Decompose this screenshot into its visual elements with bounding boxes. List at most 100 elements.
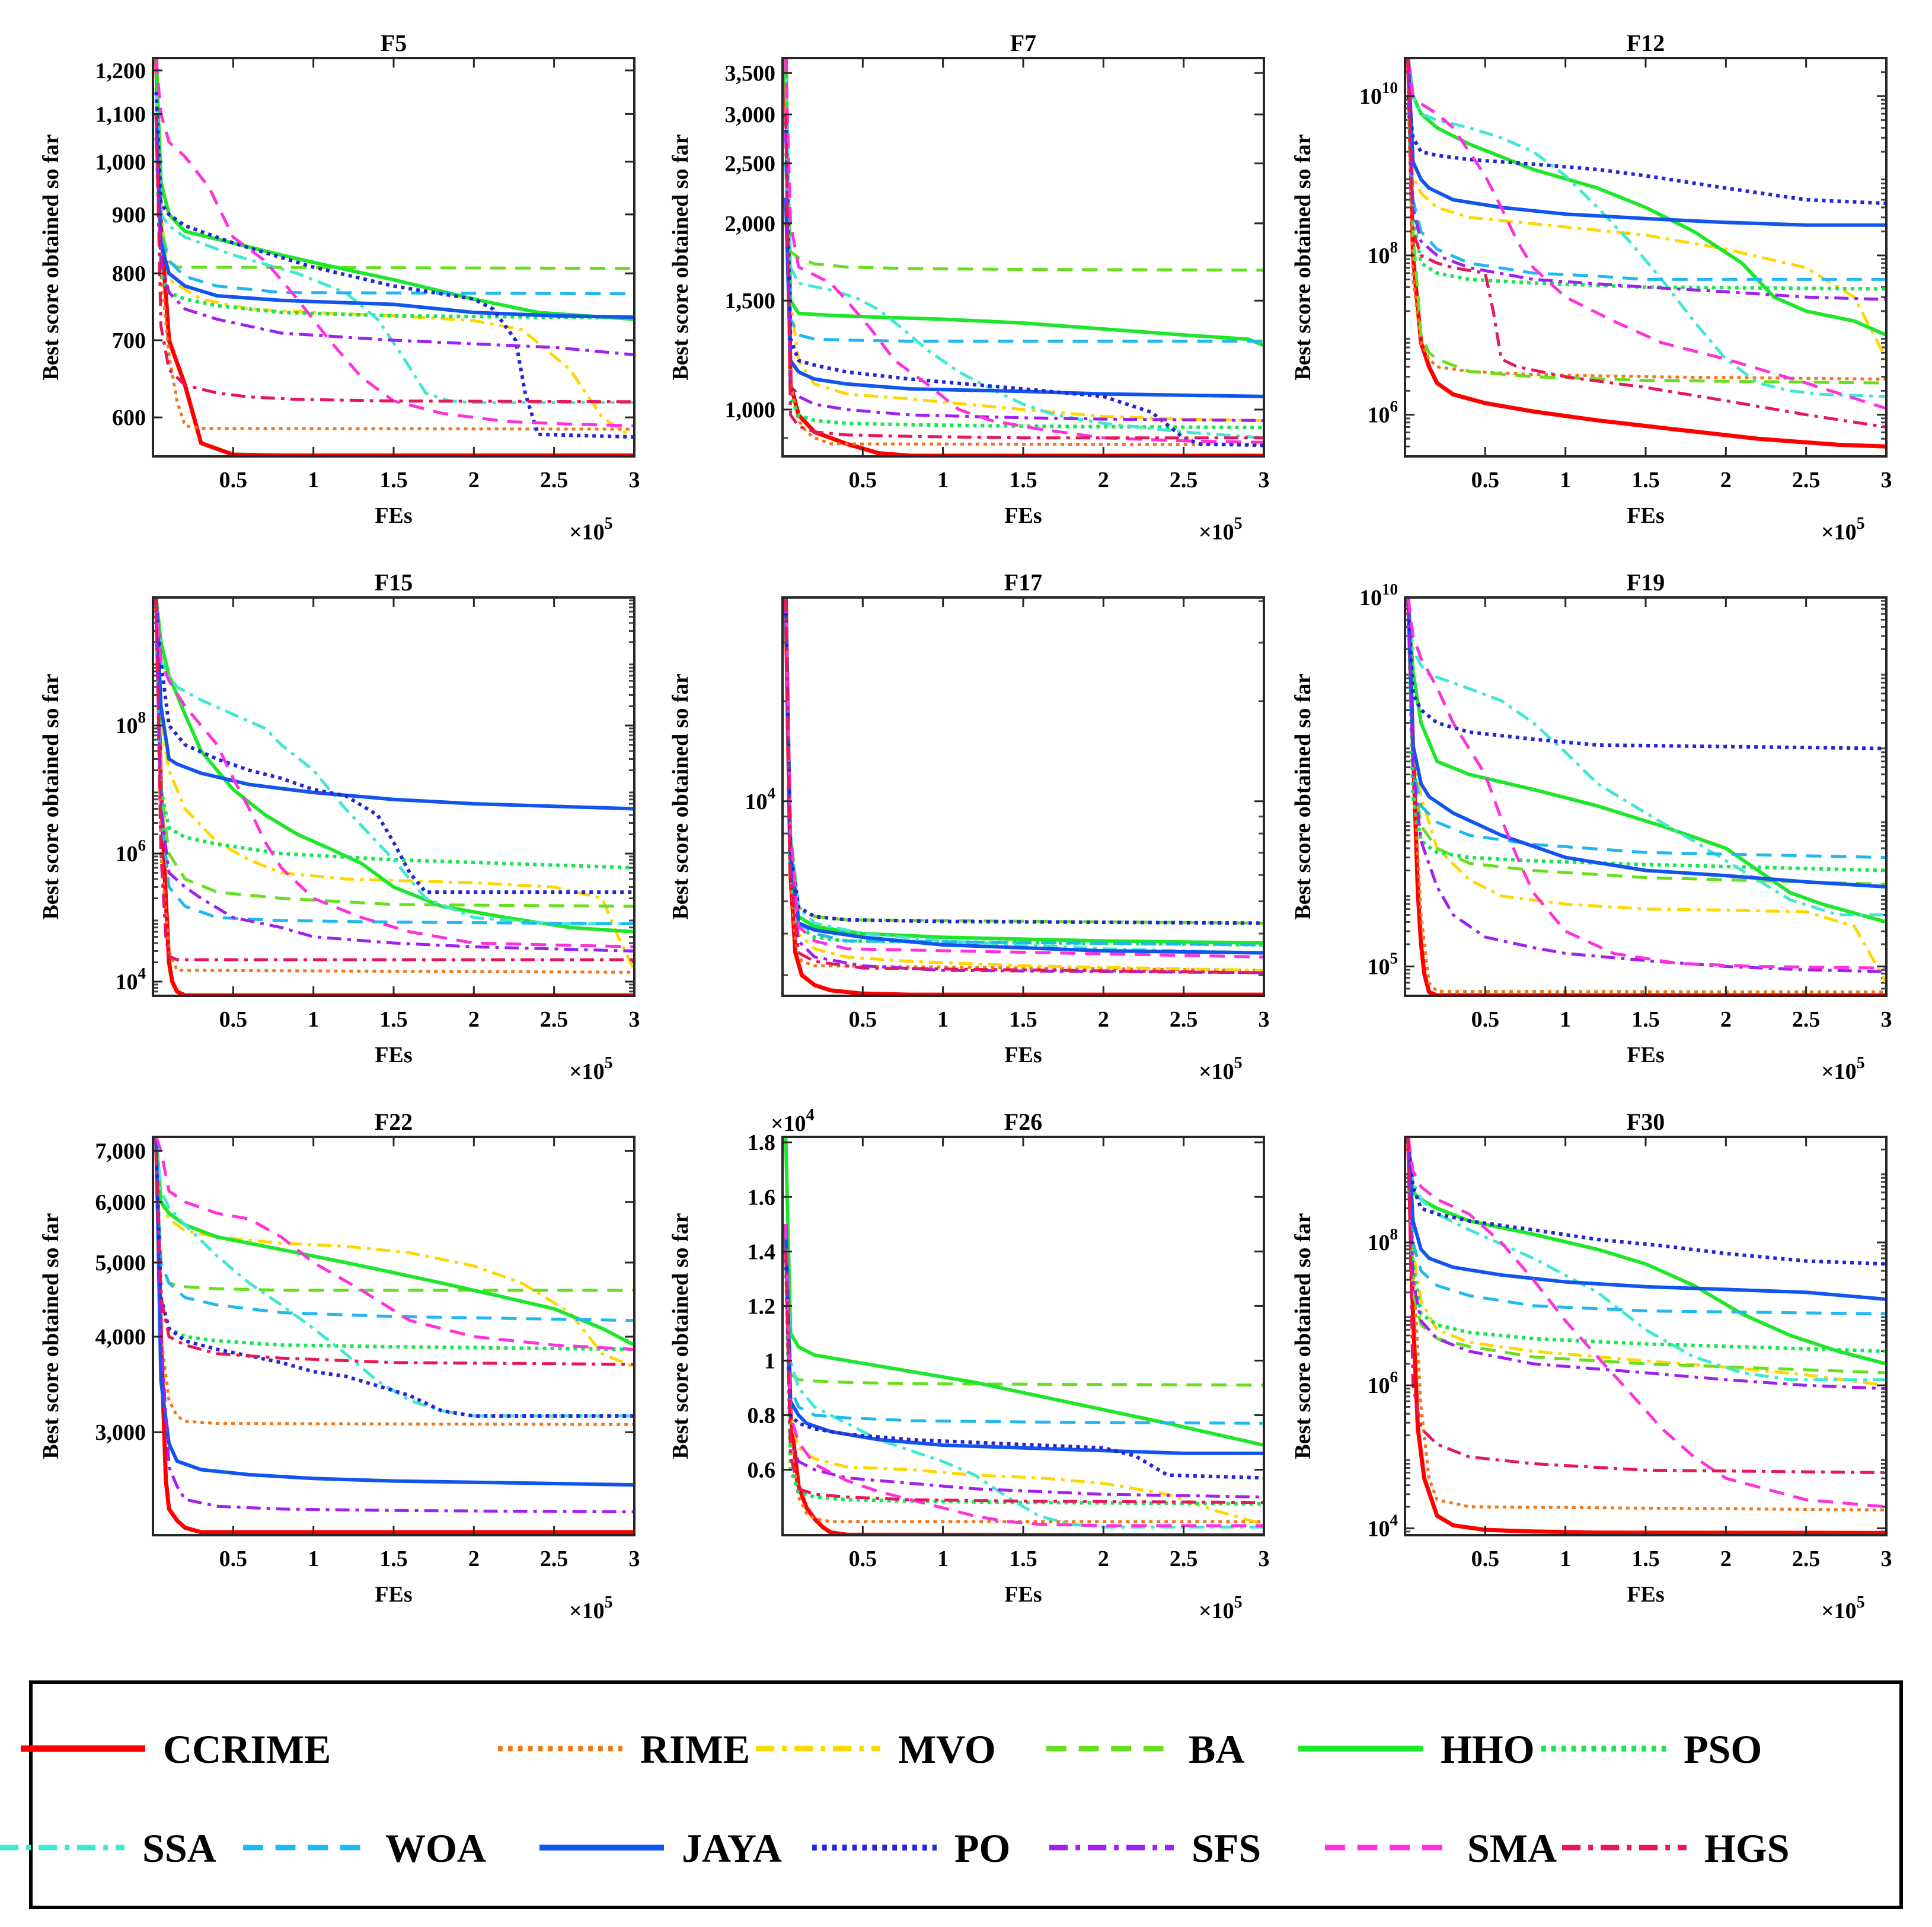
- legend-item-mvo: MVO: [756, 1727, 996, 1772]
- x-tick-label: 0.5: [219, 1546, 248, 1571]
- series-line-hho: [154, 1137, 634, 1347]
- x-tick-label: 1.5: [1631, 1007, 1660, 1032]
- series-group: [1406, 597, 1886, 996]
- series-line-sfs: [784, 1251, 1264, 1499]
- series-line-jaya: [784, 1224, 1264, 1455]
- x-axis-label: FEs: [1004, 1043, 1042, 1068]
- series-line-ssa: [784, 58, 1264, 440]
- series-line-ssa: [784, 1224, 1264, 1529]
- plot-area: [1405, 58, 1886, 456]
- series-line-pso: [154, 1151, 634, 1351]
- series-line-hgs: [154, 597, 634, 961]
- series-line-jaya: [154, 114, 634, 319]
- x-tick-label: 0.5: [219, 468, 248, 493]
- x-multiplier: ×105: [1821, 514, 1865, 545]
- x-tick-label: 2: [1720, 468, 1732, 493]
- series-line-sfs: [1406, 72, 1886, 301]
- series-line-hgs: [1406, 1137, 1886, 1474]
- series-line-jaya: [1406, 1137, 1886, 1301]
- x-tick-label: 3: [1259, 1546, 1270, 1571]
- x-tick-label: 0.5: [1471, 468, 1500, 493]
- y-tick-label: 1010: [1359, 79, 1398, 109]
- x-multiplier: ×105: [1821, 1054, 1865, 1084]
- x-tick-label: 0.5: [849, 1546, 877, 1571]
- x-tick-label: 1: [1560, 468, 1571, 493]
- x-tick-label: 2.5: [1170, 468, 1198, 493]
- series-line-ssa: [1406, 58, 1886, 398]
- legend: CCRIME RIME MVO BA HHO PSO SSA WOA JAYA PO SFS SMA H…: [0, 1680, 1903, 1909]
- legend-label: CCRIME: [163, 1727, 331, 1772]
- x-tick-label: 3: [629, 1546, 640, 1571]
- x-tick-label: 1.5: [1009, 1007, 1037, 1032]
- y-tick-label: 6,000: [95, 1190, 146, 1215]
- panel-title: F30: [1627, 1108, 1665, 1135]
- x-multiplier: ×105: [1199, 514, 1243, 545]
- series-line-rime: [784, 1251, 1264, 1523]
- x-axis-label: FEs: [1004, 1582, 1042, 1607]
- series-line-po: [1406, 1142, 1886, 1266]
- legend-label: SSA: [142, 1826, 216, 1871]
- legend-item-pso: PSO: [1541, 1727, 1762, 1772]
- x-tick-label: 1.5: [379, 1007, 408, 1032]
- y-tick-label: 800: [112, 261, 146, 286]
- series-line-po: [784, 597, 1264, 925]
- x-tick-label: 1: [1560, 1007, 1571, 1032]
- y-tick-label: 1,000: [95, 150, 146, 175]
- x-tick-label: 2.5: [540, 1546, 569, 1571]
- y-tick-label: 1.6: [748, 1185, 776, 1210]
- y-tick-label: 7,000: [95, 1139, 146, 1164]
- y-tick-label: 4,000: [95, 1325, 146, 1350]
- y-tick-label: 3,000: [95, 1420, 146, 1445]
- y-axis-label: Best score obtained so far: [668, 673, 693, 919]
- legend-label: MVO: [898, 1727, 996, 1772]
- series-line-jaya: [1406, 597, 1886, 889]
- x-tick-label: 1.5: [379, 468, 408, 493]
- series-group: [783, 1137, 1264, 1535]
- series-line-jaya: [784, 197, 1264, 398]
- x-tick-label: 1.5: [1631, 468, 1660, 493]
- plot-area: [153, 597, 634, 996]
- x-multiplier: ×105: [1199, 1593, 1243, 1624]
- y-tick-label: 3,500: [725, 61, 776, 86]
- series-line-hgs: [784, 114, 1264, 440]
- series-line-sfs: [154, 137, 634, 356]
- panel-f17: 104 0.5 1 1.5 2 2.5 3 F17 FEs ×105 Best score obta…: [668, 569, 1270, 1084]
- y-tick-label: 104: [1368, 1511, 1398, 1541]
- series-line-pso: [1406, 605, 1886, 873]
- legend-item-ba: BA: [1046, 1727, 1244, 1772]
- y-axis-label: Best score obtained so far: [668, 134, 693, 380]
- legend-item-sma: SMA: [1325, 1826, 1557, 1871]
- panel-title: F26: [1004, 1108, 1042, 1135]
- x-tick-label: 1.5: [379, 1546, 408, 1571]
- panel-f30: 104 106 108 0.5 1 1.5 2 2.5 3 F30 FEs ×105 Best scor…: [1291, 1108, 1892, 1624]
- series-line-hgs: [154, 114, 634, 404]
- x-tick-label: 0.5: [849, 1007, 877, 1032]
- y-tick-label: 104: [116, 964, 146, 995]
- x-tick-label: 0.5: [849, 468, 877, 493]
- x-tick-label: 2: [1098, 468, 1109, 493]
- series-line-ssa: [1406, 597, 1886, 916]
- legend-item-rime: RIME: [498, 1727, 750, 1772]
- series-line-po: [154, 1151, 634, 1418]
- series-line-hho: [154, 597, 634, 934]
- x-axis-label: FEs: [375, 1043, 412, 1068]
- series-line-sfs: [1406, 1142, 1886, 1391]
- y-tick-label: 106: [116, 836, 146, 867]
- legend-item-ccrime: CCRIME: [21, 1727, 331, 1772]
- x-multiplier: ×105: [569, 514, 613, 545]
- series-line-hgs: [154, 1151, 634, 1366]
- x-axis-label: FEs: [375, 503, 412, 528]
- x-multiplier: ×105: [1199, 1054, 1243, 1084]
- series-line-ba: [154, 603, 634, 908]
- y-tick-label: 1.8: [748, 1130, 776, 1155]
- series-line-po: [154, 91, 634, 439]
- y-tick-label: 106: [1368, 1368, 1398, 1398]
- legend-label: HGS: [1704, 1826, 1790, 1871]
- plot-area: [783, 597, 1264, 996]
- x-tick-label: 3: [1881, 1546, 1892, 1571]
- x-axis-label: FEs: [1627, 1582, 1664, 1607]
- x-tick-label: 2: [468, 1007, 480, 1032]
- x-tick-label: 3: [1881, 1007, 1892, 1032]
- series-line-pso: [1406, 95, 1886, 291]
- series-line-mvo: [1406, 72, 1886, 360]
